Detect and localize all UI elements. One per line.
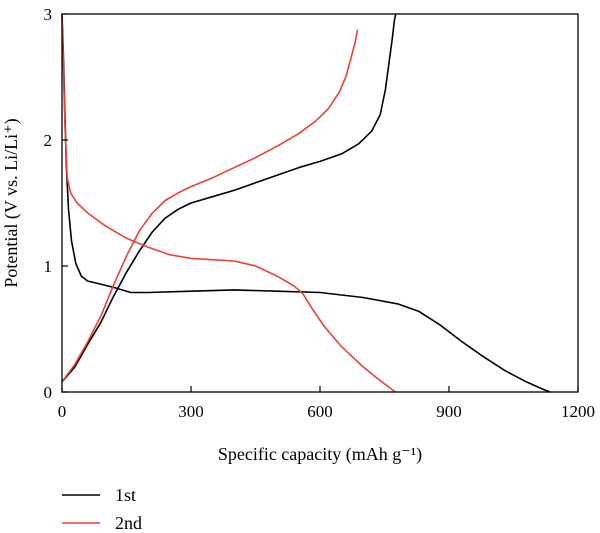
y-axis-label: Potential (V vs. Li/Li⁺) (1, 118, 22, 287)
y-tick-label: 0 (44, 383, 53, 402)
legend-label-2: 2nd (115, 513, 142, 533)
series-2-charge-line (61, 29, 359, 383)
x-tick-label: 0 (58, 402, 67, 421)
legend-label-1: 1st (115, 485, 136, 505)
y-tick-label: 3 (44, 5, 53, 24)
x-axis-label: Specific capacity (mAh g⁻¹) (218, 444, 422, 465)
x-tick-label: 300 (178, 402, 204, 421)
series-1-discharge-line (61, 13, 551, 393)
x-tick-label: 1200 (561, 402, 595, 421)
series-layer (61, 13, 551, 393)
x-tick-label: 900 (436, 402, 462, 421)
series-1-charge-line (61, 13, 397, 383)
ticks-layer: 0 300 600 900 1200 0 1 2 3 (44, 5, 596, 421)
plot-frame (61, 13, 579, 393)
y-tick-label: 1 (44, 257, 53, 276)
y-tick-label: 2 (44, 131, 53, 150)
x-tick-label: 600 (307, 402, 333, 421)
series-2-discharge-line (61, 13, 397, 393)
